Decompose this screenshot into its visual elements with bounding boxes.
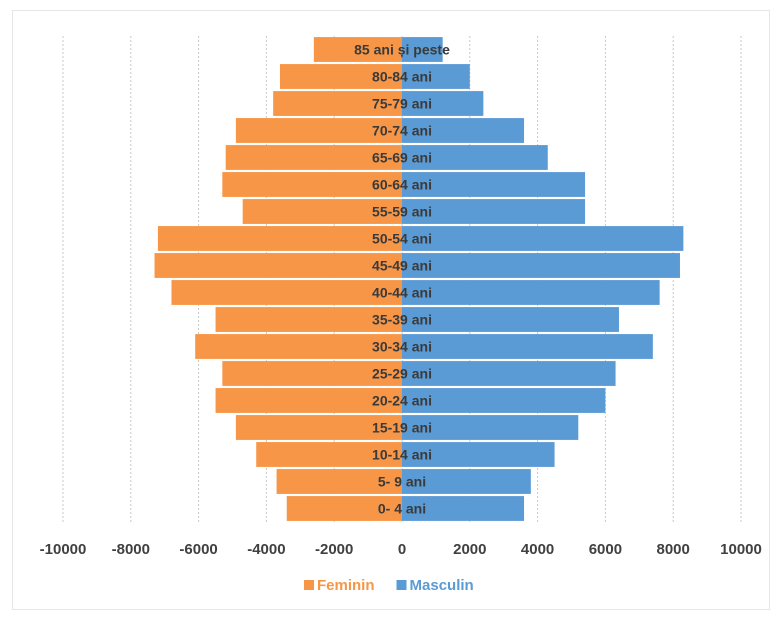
bar-feminin-7 bbox=[215, 307, 402, 332]
bar-feminin-11 bbox=[242, 199, 402, 224]
legend-swatch-masculin bbox=[396, 580, 407, 590]
bar-feminin-10 bbox=[157, 226, 402, 251]
bar-feminin-5 bbox=[222, 361, 402, 386]
x-tick-label: -8000 bbox=[112, 541, 150, 558]
category-label: 50-54 ani bbox=[372, 231, 432, 247]
x-tick-label: 10000 bbox=[720, 541, 762, 558]
category-label: 55-59 ani bbox=[372, 204, 432, 220]
bar-feminin-9 bbox=[154, 253, 402, 278]
x-tick-label: 2000 bbox=[453, 541, 486, 558]
category-label: 0- 4 ani bbox=[378, 501, 426, 517]
category-label: 85 ani și peste bbox=[354, 42, 450, 58]
legend-label-masculin: Masculin bbox=[410, 577, 474, 594]
bar-masculin-7 bbox=[402, 307, 619, 332]
bar-masculin-17 bbox=[402, 37, 443, 62]
legend-label-feminin: Feminin bbox=[317, 577, 375, 594]
category-label: 10-14 ani bbox=[372, 447, 432, 463]
bar-masculin-16 bbox=[402, 64, 470, 89]
x-tick-label: 4000 bbox=[521, 541, 554, 558]
bar-masculin-14 bbox=[402, 118, 525, 143]
bar-feminin-1 bbox=[276, 469, 402, 494]
bar-masculin-4 bbox=[402, 388, 606, 413]
chart-frame bbox=[12, 10, 770, 610]
category-label: 5- 9 ani bbox=[378, 474, 426, 490]
x-tick-label: 8000 bbox=[657, 541, 690, 558]
bar-feminin-17 bbox=[313, 37, 402, 62]
bar-masculin-12 bbox=[402, 172, 586, 197]
category-label: 75-79 ani bbox=[372, 96, 432, 112]
category-label: 20-24 ani bbox=[372, 393, 432, 409]
x-tick-label: -2000 bbox=[315, 541, 353, 558]
bar-feminin-14 bbox=[235, 118, 402, 143]
category-label: 15-19 ani bbox=[372, 420, 432, 436]
bar-masculin-11 bbox=[402, 199, 586, 224]
bar-feminin-6 bbox=[195, 334, 402, 359]
x-tick-label: -10000 bbox=[40, 541, 87, 558]
category-label: 30-34 ani bbox=[372, 339, 432, 355]
bar-feminin-2 bbox=[256, 442, 402, 467]
x-tick-label: -6000 bbox=[179, 541, 217, 558]
bar-masculin-15 bbox=[402, 91, 484, 116]
x-tick-label: 6000 bbox=[589, 541, 622, 558]
category-label: 80-84 ani bbox=[372, 69, 432, 85]
category-label: 60-64 ani bbox=[372, 177, 432, 193]
bar-masculin-9 bbox=[402, 253, 680, 278]
bar-feminin-12 bbox=[222, 172, 402, 197]
bar-masculin-2 bbox=[402, 442, 555, 467]
bar-feminin-0 bbox=[286, 496, 402, 521]
bar-masculin-8 bbox=[402, 280, 660, 305]
category-label: 40-44 ani bbox=[372, 285, 432, 301]
x-tick-label: 0 bbox=[398, 541, 406, 558]
category-label: 45-49 ani bbox=[372, 258, 432, 274]
bar-masculin-13 bbox=[402, 145, 548, 170]
legend-swatch-feminin bbox=[304, 580, 314, 590]
bar-masculin-5 bbox=[402, 361, 616, 386]
bar-feminin-15 bbox=[273, 91, 402, 116]
category-label: 25-29 ani bbox=[372, 366, 432, 382]
bar-feminin-8 bbox=[171, 280, 402, 305]
category-label: 65-69 ani bbox=[372, 150, 432, 166]
bar-masculin-6 bbox=[402, 334, 653, 359]
category-label: 35-39 ani bbox=[372, 312, 432, 328]
bar-masculin-3 bbox=[402, 415, 579, 440]
category-label: 70-74 ani bbox=[372, 123, 432, 139]
bar-feminin-4 bbox=[215, 388, 402, 413]
bar-masculin-1 bbox=[402, 469, 531, 494]
x-tick-label: -4000 bbox=[247, 541, 285, 558]
bar-feminin-3 bbox=[235, 415, 402, 440]
bar-feminin-13 bbox=[225, 145, 402, 170]
bar-feminin-16 bbox=[279, 64, 402, 89]
bar-masculin-0 bbox=[402, 496, 525, 521]
bar-masculin-10 bbox=[402, 226, 684, 251]
